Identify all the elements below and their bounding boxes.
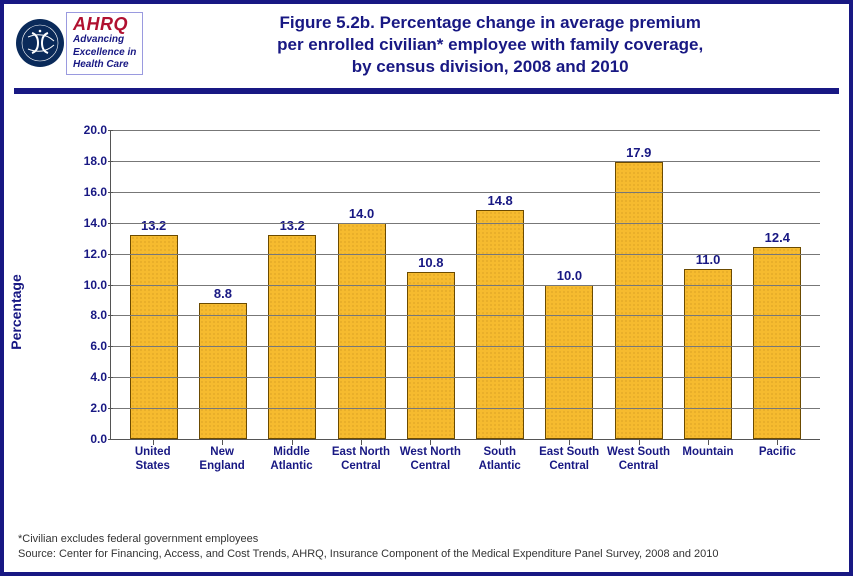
- footnote-source: Source: Center for Financing, Access, an…: [18, 547, 719, 562]
- figure-title: Figure 5.2b. Percentage change in averag…: [143, 12, 837, 78]
- bar-value-label: 10.0: [557, 268, 582, 283]
- gridline: [111, 130, 820, 131]
- footnote-civilian: *Civilian excludes federal government em…: [18, 532, 719, 547]
- ahrq-logo: AHRQ Advancing Excellence in Health Care: [66, 12, 143, 75]
- gridline: [111, 408, 820, 409]
- ahrq-tagline-2: Excellence in: [73, 47, 136, 59]
- ahrq-name: AHRQ: [73, 15, 136, 33]
- y-tick-label: 18.0: [69, 154, 107, 168]
- bar: [545, 285, 593, 440]
- gridline: [111, 346, 820, 347]
- bar-value-label: 14.0: [349, 206, 374, 221]
- bar: [476, 210, 524, 439]
- gridline: [111, 192, 820, 193]
- y-axis-label: Percentage: [8, 274, 24, 349]
- bar: [753, 247, 801, 439]
- ahrq-tagline-1: Advancing: [73, 34, 136, 46]
- bar: [199, 303, 247, 439]
- y-tick-label: 10.0: [69, 278, 107, 292]
- logo-group: AHRQ Advancing Excellence in Health Care: [16, 12, 143, 75]
- x-tick-label: West NorthCentral: [396, 442, 465, 474]
- y-tick-label: 20.0: [69, 123, 107, 137]
- x-tick-label: UnitedStates: [118, 442, 187, 474]
- y-tick-label: 4.0: [69, 370, 107, 384]
- y-tick-label: 16.0: [69, 185, 107, 199]
- gridline: [111, 315, 820, 316]
- title-line-3: by census division, 2008 and 2010: [352, 57, 629, 76]
- bar-value-label: 12.4: [765, 230, 790, 245]
- bar: [338, 223, 386, 439]
- hhs-seal-icon: [16, 19, 64, 67]
- bar-value-label: 17.9: [626, 145, 651, 160]
- gridline: [111, 223, 820, 224]
- bar: [615, 162, 663, 439]
- y-tick-label: 6.0: [69, 339, 107, 353]
- x-tick-label: Mountain: [673, 442, 742, 474]
- footnotes: *Civilian excludes federal government em…: [18, 532, 719, 562]
- gridline: [111, 377, 820, 378]
- x-tick-label: East SouthCentral: [534, 442, 603, 474]
- bar-value-label: 13.2: [280, 218, 305, 233]
- plot-area: 13.28.813.214.010.814.810.017.911.012.4 …: [110, 130, 820, 440]
- y-tick-label: 8.0: [69, 308, 107, 322]
- title-line-2: per enrolled civilian* employee with fam…: [277, 35, 703, 54]
- bar: [684, 269, 732, 439]
- x-tick-label: Pacific: [743, 442, 812, 474]
- x-tick-label: West SouthCentral: [604, 442, 673, 474]
- gridline: [111, 285, 820, 286]
- y-tick-label: 0.0: [69, 432, 107, 446]
- header: AHRQ Advancing Excellence in Health Care…: [4, 4, 849, 84]
- x-axis-labels: UnitedStatesNewEnglandMiddleAtlanticEast…: [110, 442, 820, 474]
- x-tick-label: NewEngland: [187, 442, 256, 474]
- title-line-1: Figure 5.2b. Percentage change in averag…: [280, 13, 701, 32]
- x-tick-label: East NorthCentral: [326, 442, 395, 474]
- gridline: [111, 161, 820, 162]
- bar-value-label: 13.2: [141, 218, 166, 233]
- gridline: [111, 254, 820, 255]
- y-tick-label: 12.0: [69, 247, 107, 261]
- bar: [407, 272, 455, 439]
- bar-value-label: 10.8: [418, 255, 443, 270]
- ahrq-tagline-3: Health Care: [73, 59, 136, 71]
- bar-value-label: 8.8: [214, 286, 232, 301]
- x-tick-label: MiddleAtlantic: [257, 442, 326, 474]
- x-tick-label: SouthAtlantic: [465, 442, 534, 474]
- bar-chart: Percentage 13.28.813.214.010.814.810.017…: [64, 122, 834, 502]
- bar-value-label: 14.8: [487, 193, 512, 208]
- header-divider: [14, 88, 839, 94]
- y-tick-label: 14.0: [69, 216, 107, 230]
- y-tick-label: 2.0: [69, 401, 107, 415]
